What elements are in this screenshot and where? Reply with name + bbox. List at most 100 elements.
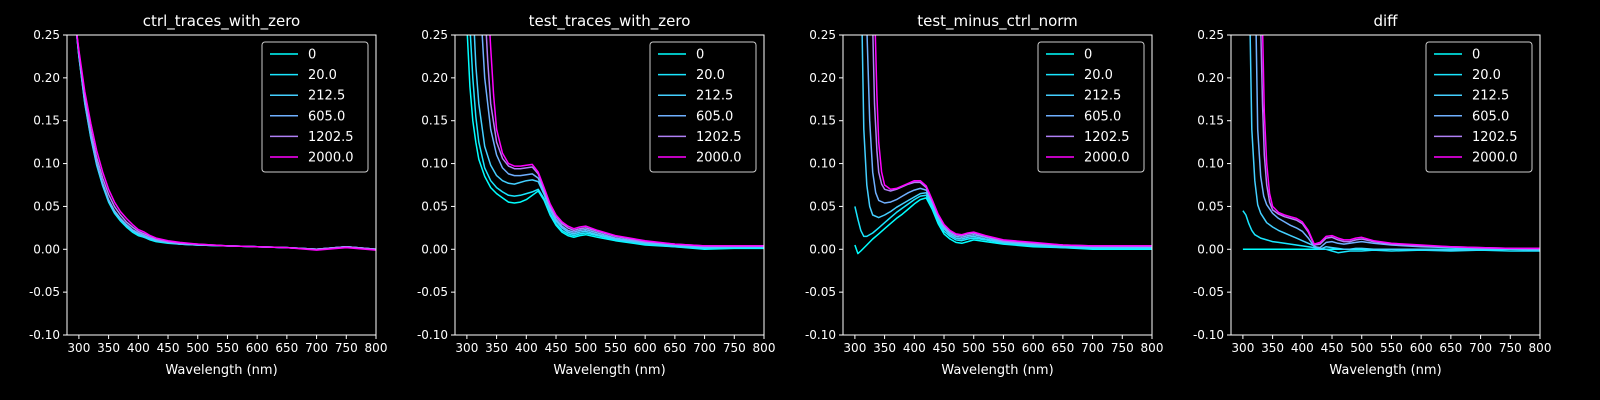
y-tick-label: 0.20 [421,71,448,85]
series-line [1242,210,1540,254]
x-tick-label: 550 [1380,341,1403,355]
legend-entry: 605.0 [1084,109,1121,124]
legend: 0 20.0 212.5 605.0 1202.5 2000.0 [1425,41,1533,173]
x-tick-label: 700 [305,341,328,355]
y-tick-label: 0.25 [1197,28,1224,42]
x-tick-label: 500 [186,341,209,355]
legend-entry: 2000.0 [1472,151,1518,166]
legend-entry: 1202.5 [1472,130,1518,145]
legend-entry: 2000.0 [696,151,742,166]
x-tick-label: 450 [1321,341,1344,355]
x-tick-label: 350 [485,341,508,355]
legend-entry: 605.0 [1472,109,1509,124]
x-tick-label: 550 [992,341,1015,355]
y-tick-label: 0.10 [1197,157,1224,171]
x-tick-label: 700 [693,341,716,355]
legend-entry: 2000.0 [1084,151,1130,166]
y-tick-label: -0.05 [417,285,448,299]
legend: 0 20.0 212.5 605.0 1202.5 2000.0 [261,41,369,173]
legend-entry: 0 [696,48,704,63]
legend-entry: 20.0 [1084,68,1113,83]
y-tick-label: 0.15 [1197,114,1224,128]
legend-entry: 20.0 [1472,68,1501,83]
legend-entry: 20.0 [308,68,337,83]
legend-entry: 1202.5 [696,130,742,145]
y-tick-label: 0.00 [1197,242,1224,256]
x-tick-label: 800 [1141,341,1164,355]
y-tick-label: -0.10 [417,328,448,342]
axes-frame [1230,34,1541,336]
x-tick-label: 800 [365,341,388,355]
y-tick-label: -0.10 [1193,328,1224,342]
x-tick-label: 300 [67,341,90,355]
x-tick-label: 400 [1291,341,1314,355]
legend-entry: 212.5 [1472,89,1509,104]
series-line [481,35,764,248]
x-tick-label: 400 [127,341,150,355]
series-line [854,194,1152,250]
legend-entry: 1202.5 [1084,130,1130,145]
y-tick-label: 0.05 [421,199,448,213]
x-tick-label: 300 [1231,341,1254,355]
y-tick-label: 0.25 [809,28,836,42]
x-tick-label: 700 [1469,341,1492,355]
x-tick-label: 450 [157,341,180,355]
x-tick-label: 800 [1529,341,1552,355]
y-tick-label: -0.05 [1193,285,1224,299]
x-tick-label: 750 [1499,341,1522,355]
legend-entry: 0 [308,48,316,63]
y-tick-label: 0.00 [33,242,60,256]
axes-frame [66,34,377,336]
legend-entry: 212.5 [696,89,733,104]
x-tick-label: 500 [574,341,597,355]
series-lines [466,35,764,251]
series-line [466,35,764,251]
subplot-title: test_traces_with_zero [529,12,691,31]
series-lines [76,35,376,251]
y-tick-label: 0.25 [421,28,448,42]
x-tick-label: 400 [903,341,926,355]
subplot-title: ctrl_traces_with_zero [143,12,300,31]
x-tick-label: 750 [1111,341,1134,355]
y-tick-label: 0.20 [809,71,836,85]
x-tick-label: 600 [246,341,269,355]
axes-frame [842,34,1153,336]
series-line [469,35,764,250]
legend-entry: 1202.5 [308,130,354,145]
y-tick-label: 0.15 [809,114,836,128]
x-tick-label: 450 [545,341,568,355]
subplot-3: test_minus_ctrl_norm Wavelength (nm) 300… [805,12,1164,378]
y-tick-label: -0.10 [805,328,836,342]
legend-entry: 0 [1472,48,1480,63]
series-line [485,35,764,247]
series-line [1260,35,1540,250]
x-tick-label: 650 [663,341,686,355]
legend-entry: 20.0 [696,68,725,83]
x-tick-label: 550 [604,341,627,355]
series-line [1255,35,1540,251]
x-axis-label: Wavelength (nm) [941,363,1053,378]
x-tick-label: 500 [1350,341,1373,355]
series-line [489,35,764,247]
series-line [854,197,1152,255]
y-tick-label: 0.05 [33,199,60,213]
subplot-2: test_traces_with_zero Wavelength (nm) 30… [417,12,776,378]
y-tick-label: 0.10 [421,157,448,171]
x-tick-label: 650 [1051,341,1074,355]
x-axis-label: Wavelength (nm) [1329,363,1441,378]
x-axis-label: Wavelength (nm) [165,363,277,378]
y-tick-label: 0.25 [33,28,60,42]
series-line [1249,35,1540,251]
x-tick-label: 700 [1081,341,1104,355]
y-tick-label: 0.10 [33,157,60,171]
x-tick-label: 450 [933,341,956,355]
subplot-1: ctrl_traces_with_zero Wavelength (nm) 30… [29,12,388,378]
y-tick-label: 0.20 [33,71,60,85]
series-lines [1242,35,1540,254]
legend-entry: 212.5 [1084,89,1121,104]
x-tick-label: 350 [1261,341,1284,355]
series-lines [854,35,1152,255]
legend-entry: 0 [1084,48,1092,63]
y-tick-label: 0.20 [1197,71,1224,85]
